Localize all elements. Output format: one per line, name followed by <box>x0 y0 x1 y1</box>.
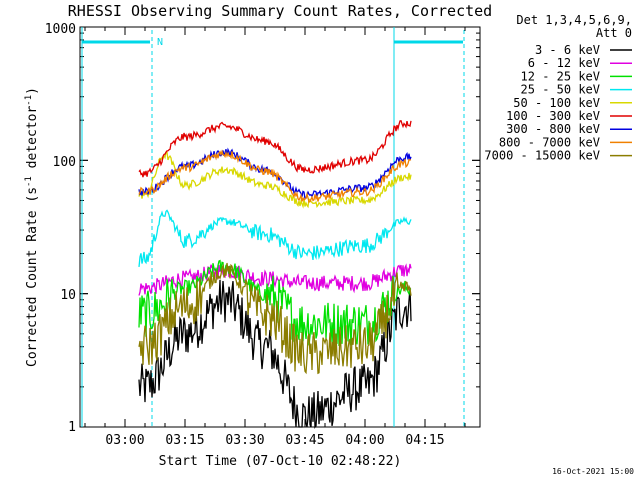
x-tick-label-0330: 03:30 <box>225 433 264 448</box>
y-axis-label-sup1: -1 <box>24 176 34 187</box>
series-line-1 <box>138 279 412 429</box>
series-line-9 <box>138 262 412 375</box>
series-lines <box>138 119 412 429</box>
x-tick-label-0300: 03:00 <box>105 433 144 448</box>
legend-header-line1: Det 1,3,4,5,6,9, <box>516 13 632 27</box>
y-tick-label-1000: 1000 <box>45 22 76 37</box>
night-flag-label: N <box>157 37 163 48</box>
y-axis-label-prefix: Corrected Count Rate (s <box>25 187 40 367</box>
legend-label-6: 100 - 300 keV <box>506 109 600 123</box>
legend-label-8: 800 - 7000 keV <box>499 135 600 149</box>
series-line-6 <box>138 119 412 178</box>
legend-header-line2: Att 0 <box>596 26 632 40</box>
chart-title: RHESSI Observing Summary Count Rates, Co… <box>68 2 492 20</box>
series-line-5 <box>138 151 412 209</box>
plot-area <box>79 26 481 429</box>
series-line-4 <box>138 209 412 267</box>
x-tick-label-0400: 04:00 <box>345 433 384 448</box>
y-tick-label-1: 1 <box>68 420 76 435</box>
legend-label-1: 3 - 6 keV <box>535 43 600 57</box>
y-axis-label-suffix: ) <box>25 87 40 95</box>
y-axis-label-mid: detector <box>25 106 40 177</box>
legend-label-5: 50 - 100 keV <box>513 96 600 110</box>
y-axis-label: Corrected Count Rate (s-1 detector-1) <box>24 87 40 367</box>
y-axis-label-sup2: -1 <box>24 95 34 106</box>
series-line-3 <box>138 259 412 347</box>
y-tick-label-100: 100 <box>53 155 76 170</box>
legend-label-9: 7000 - 15000 keV <box>484 149 600 163</box>
x-tick-label-0415: 04:15 <box>405 433 444 448</box>
legend-label-7: 300 - 800 keV <box>506 122 600 136</box>
y-tick-label-10: 10 <box>60 288 76 303</box>
footer-timestamp: 16-Oct-2021 15:00 <box>552 467 634 476</box>
series-line-2 <box>138 263 412 296</box>
plot-frame <box>79 26 481 428</box>
x-tick-label-0315: 03:15 <box>165 433 204 448</box>
legend-label-3: 12 - 25 keV <box>521 69 600 83</box>
legend-label-4: 25 - 50 keV <box>521 83 600 97</box>
x-tick-label-0345: 03:45 <box>285 433 324 448</box>
legend-label-2: 6 - 12 keV <box>528 56 600 70</box>
series-line-8 <box>138 149 412 203</box>
x-axis-label: Start Time (07-Oct-10 02:48:22) <box>159 454 402 469</box>
